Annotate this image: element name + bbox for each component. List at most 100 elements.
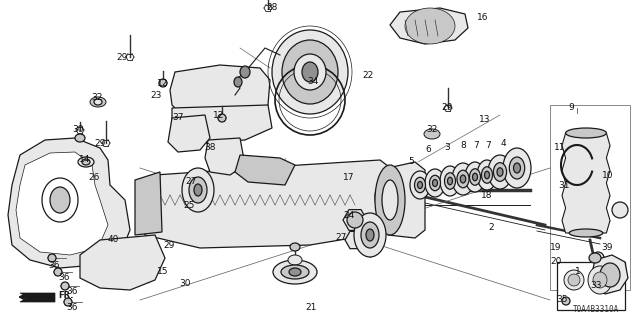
Ellipse shape	[375, 177, 405, 217]
Text: 12: 12	[157, 78, 169, 87]
Text: 31: 31	[558, 180, 570, 189]
Text: 32: 32	[92, 93, 102, 102]
Text: 8: 8	[460, 141, 466, 150]
Text: 23: 23	[150, 91, 162, 100]
Polygon shape	[16, 152, 108, 255]
Ellipse shape	[405, 8, 455, 44]
Ellipse shape	[410, 171, 430, 199]
Ellipse shape	[288, 255, 302, 265]
Ellipse shape	[289, 268, 301, 276]
Ellipse shape	[415, 177, 426, 193]
Text: 33: 33	[590, 281, 602, 290]
Text: 2: 2	[488, 223, 494, 233]
Ellipse shape	[290, 243, 300, 251]
Ellipse shape	[272, 30, 348, 114]
Text: 19: 19	[550, 244, 562, 252]
Polygon shape	[168, 115, 210, 152]
Ellipse shape	[282, 40, 338, 104]
Ellipse shape	[509, 157, 525, 179]
Ellipse shape	[472, 173, 477, 181]
Text: 15: 15	[157, 268, 169, 276]
Text: 30: 30	[179, 278, 191, 287]
Ellipse shape	[366, 229, 374, 241]
Polygon shape	[388, 162, 425, 238]
Text: 32: 32	[426, 125, 438, 134]
Text: 39: 39	[601, 244, 612, 252]
Text: 27: 27	[335, 234, 347, 243]
Ellipse shape	[302, 62, 318, 82]
Ellipse shape	[488, 155, 512, 189]
Ellipse shape	[417, 181, 422, 188]
Text: 3: 3	[444, 143, 450, 153]
Ellipse shape	[294, 54, 326, 90]
Ellipse shape	[425, 169, 445, 197]
Polygon shape	[343, 210, 367, 230]
Text: 25: 25	[183, 201, 195, 210]
Ellipse shape	[593, 272, 607, 288]
Ellipse shape	[503, 148, 531, 188]
Text: 36: 36	[67, 302, 77, 311]
Polygon shape	[135, 172, 162, 235]
Text: 4: 4	[500, 139, 506, 148]
Polygon shape	[592, 255, 628, 294]
Ellipse shape	[460, 175, 466, 183]
Ellipse shape	[218, 114, 226, 122]
Ellipse shape	[240, 66, 250, 78]
Polygon shape	[562, 133, 610, 233]
Text: 1: 1	[575, 268, 581, 276]
Ellipse shape	[54, 268, 62, 276]
Text: 7: 7	[473, 141, 479, 150]
Ellipse shape	[513, 163, 520, 173]
Ellipse shape	[90, 97, 106, 107]
Ellipse shape	[347, 212, 363, 228]
Ellipse shape	[600, 263, 620, 287]
Text: 29: 29	[163, 242, 175, 251]
Bar	[557, 262, 625, 310]
Polygon shape	[390, 8, 468, 44]
Ellipse shape	[445, 173, 456, 189]
Ellipse shape	[566, 128, 607, 138]
Text: 12: 12	[213, 111, 225, 121]
Ellipse shape	[568, 274, 580, 286]
Ellipse shape	[457, 170, 469, 188]
Text: 10: 10	[602, 171, 614, 180]
Text: FR.: FR.	[58, 292, 74, 300]
Text: 36: 36	[67, 287, 77, 297]
Text: 20: 20	[550, 257, 562, 266]
Text: 7: 7	[485, 141, 491, 150]
Ellipse shape	[497, 168, 503, 176]
Polygon shape	[205, 138, 245, 175]
Ellipse shape	[447, 177, 452, 185]
Polygon shape	[8, 138, 130, 268]
Ellipse shape	[429, 175, 440, 191]
Ellipse shape	[273, 260, 317, 284]
Ellipse shape	[61, 282, 69, 290]
Ellipse shape	[382, 180, 398, 220]
Ellipse shape	[82, 159, 90, 165]
Text: 36: 36	[58, 274, 70, 283]
Text: 5: 5	[408, 157, 414, 166]
Text: 9: 9	[568, 103, 574, 113]
Ellipse shape	[375, 165, 405, 235]
Text: 38: 38	[204, 143, 216, 153]
Text: 21: 21	[305, 302, 317, 311]
Text: 22: 22	[362, 70, 374, 79]
Text: 18: 18	[481, 190, 493, 199]
Ellipse shape	[182, 168, 214, 212]
Ellipse shape	[48, 254, 56, 262]
Text: 29: 29	[94, 139, 106, 148]
Text: 6: 6	[425, 146, 431, 155]
Ellipse shape	[440, 166, 460, 196]
Text: 28: 28	[266, 4, 278, 12]
Text: 40: 40	[108, 236, 118, 244]
Ellipse shape	[588, 266, 612, 294]
Ellipse shape	[50, 187, 70, 213]
Ellipse shape	[189, 177, 207, 203]
Ellipse shape	[589, 253, 601, 263]
Text: 36: 36	[48, 260, 60, 269]
Polygon shape	[80, 235, 165, 290]
Text: 11: 11	[554, 143, 566, 153]
Ellipse shape	[75, 134, 85, 142]
Bar	[550, 105, 630, 290]
Ellipse shape	[78, 157, 94, 167]
